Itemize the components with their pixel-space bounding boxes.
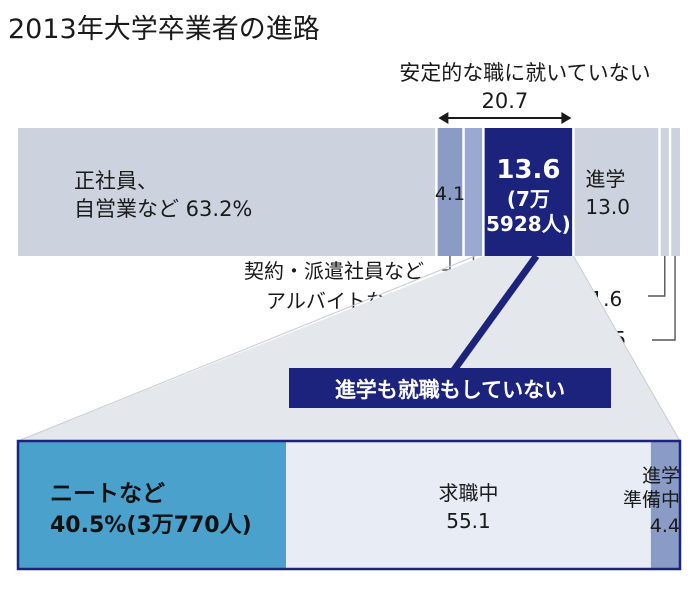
bracket-label: 安定的な職に就いていない [399,61,650,85]
bar-segment-unknown [671,128,679,256]
label-prep-line1: 進学 [642,465,680,487]
banner-text: 進学も就職もしていない [335,378,565,402]
bar-segment-parttime [464,128,483,256]
banner-box [289,368,611,408]
label-regular-line1: 正社員、 [74,169,158,193]
bar-segment-jobseeking [286,441,651,569]
value-study: 13.0 [585,195,630,219]
bar-segment-contract [437,128,463,256]
bar-segment-regular [18,128,437,256]
bar-segment-prep [650,441,680,569]
leader-unknown [652,256,676,341]
label-regular-line2: 自営業など 63.2% [74,197,252,221]
bar-segment-clinical [660,128,669,256]
value-neither-count-1: (7万 [507,187,550,211]
label-jobseeking: 求職中 [438,481,498,505]
zoom-edge-left [17,255,476,442]
value-neither-count-2: 5928人) [486,212,571,236]
bracket-arrow-left [438,112,449,124]
value-prep: 4.4 [650,515,680,537]
zoom-edge-right [572,255,681,442]
value-jobseeking: 55.1 [446,509,491,533]
label-prep-line2: 準備中 [623,489,680,511]
bottom-bar-frame [16,439,682,571]
bracket-arrow-right [561,112,572,124]
bar-segment-neet [18,441,287,569]
zoom-connector [18,256,680,441]
label-study: 進学 [585,167,625,191]
label-contract: 契約・派遣社員など [244,259,424,283]
value-neither: 13.6 [496,155,560,185]
chart-title: 2013年大学卒業者の進路 [8,14,320,45]
value-neet: 40.5%(3万770人) [50,513,252,538]
banner-pointer [451,253,540,373]
value-contract: 4.1 [435,183,465,205]
bar-segment-neither [484,128,573,256]
bar-segment-study [574,128,659,256]
bracket-value: 20.7 [482,89,529,113]
leader-clinical [648,256,666,297]
label-neet: ニートなど [50,481,165,507]
